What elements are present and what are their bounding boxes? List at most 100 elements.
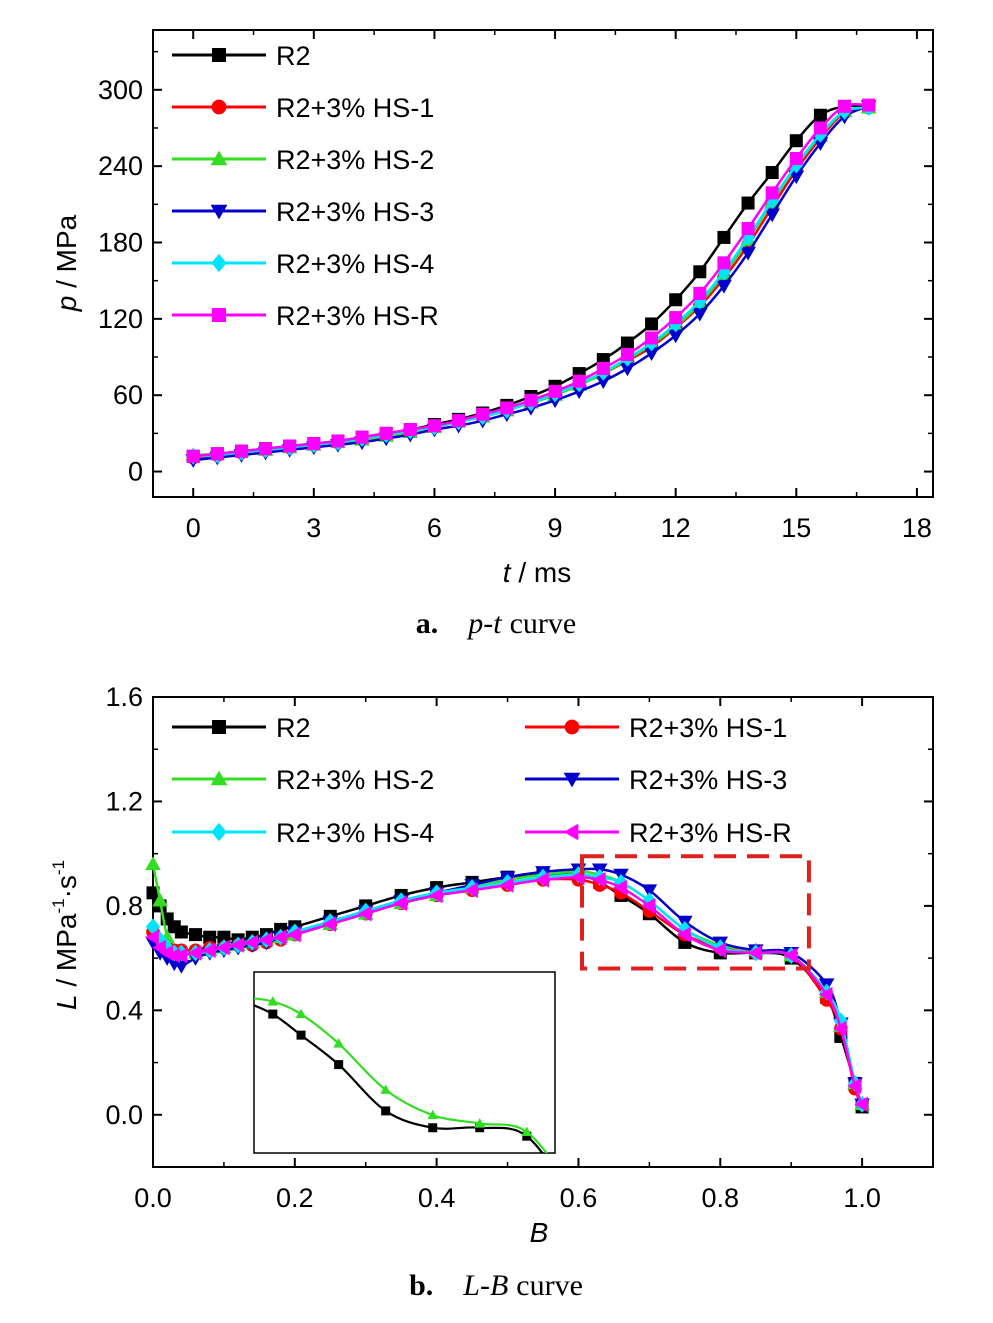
panel-a-point-R2 [741,196,755,210]
panel-b-legend: R2 R2+3% HS-1 R2+3% HS-2 R2+3% HS-3 R2+3% HS… [172,713,792,848]
panel-a-point-HS-R [524,393,538,407]
panel-b-y-tick-label: 0.8 [105,891,143,921]
panel-a-point-HS-R [452,414,466,428]
panel-b-point-HS-R [499,877,514,893]
panel-a-legend-marker-R2 [212,48,226,62]
panel-b-legend-marker-HS-2 [210,770,228,786]
panel-a-point-HS-3 [619,362,636,377]
panel-b-point-HS-R [187,945,202,961]
panel-a-legend: R2 R2+3% HS-1 R2+3% HS-2 R2+3% HS-3 R2+3% HS… [172,41,439,331]
panel-b-point-HS-R [166,947,181,964]
panel-b-y-axis-label: L / MPa-1·s-1 [49,860,82,1010]
panel-a-point-HS-R [789,152,803,166]
panel-b-point-R2 [146,886,160,900]
panel-a-x-axis-label: t / ms [503,557,571,588]
panel-a-legend-marker-HS-4 [211,253,227,273]
panel-b-inset-point-HS-2 [427,1109,439,1120]
panel-a-legend-label-HS-4: R2+3% HS-4 [276,249,434,279]
panel-a-point-HS-3 [692,307,708,322]
panel-a-point-HS-R [283,439,297,453]
panel-b-inset-point-HS-2 [380,1084,392,1094]
panel-a-point-HS-R [500,401,514,415]
panel-a-point-HS-R [427,419,441,433]
panel-b-point-HS-R [535,871,549,888]
panel-a-x-tick-label: 3 [306,513,321,543]
panel-b-point-HS-4 [145,918,161,936]
panel-b-inset-point-HS-2 [474,1118,486,1128]
panel-b-point-HS-R [244,934,259,951]
panel-b-y-axis-label-exponent: -1 [49,860,68,875]
panel-b-point-HS-3 [641,884,658,899]
panel-a-point-HS-R [355,430,369,444]
panel-b-inset-point-R2 [240,997,249,1006]
panel-b-point-HS-4 [833,1012,848,1030]
panel-a-x-tick-label: 9 [548,513,563,543]
panel-b-point-HS-R [747,945,762,961]
panel-b-point-R2 [217,930,231,944]
panel-a-plot-frame [152,29,934,498]
panel-a-legend-label-HS-2: R2+3% HS-2 [276,145,434,175]
panel-b-point-HS-R [216,939,230,956]
panel-b-point-HS-R [712,942,727,959]
panel-b-point-HS-2 [145,856,161,870]
panel-b-point-HS-R [591,871,606,888]
panel-b-point-HS-R [173,947,188,964]
panel-b-y-tick-label: 0.4 [105,995,143,1025]
panel-b-point-HS-R [258,932,273,948]
panel-b-ticks: 0.0 0.2 0.4 0.6 0.8 1.0 0.0 0.4 0.8 1.2 1.6 [105,682,933,1213]
panel-b-inset-point-HS-2 [333,1038,345,1048]
panel-b-x-tick-label: 0.2 [276,1183,314,1213]
panel-b-inset-point-R2 [475,1123,485,1133]
panel-b-inset-point-HS-2 [267,996,279,1006]
panel-b-legend-label-HS-R: R2+3% HS-R [629,818,792,848]
panel-b-legend-label-HS-1: R2+3% HS-1 [629,713,787,743]
panel-a-point-HS-R [403,423,417,437]
panel-a-x-tick-label: 12 [661,513,691,543]
panel-b-legend-marker-HS-4 [211,822,227,842]
panel-a-legend-label-HS-1: R2+3% HS-1 [276,93,434,123]
panel-b-x-axis-label: B [530,1217,549,1248]
panel-b-inset-point-R2 [381,1106,391,1116]
panel-a-x-tick-label: 18 [902,513,932,543]
panel-b-series [145,856,870,1114]
panel-a-caption: a. p-t curve [416,607,576,640]
panel-a-legend-label-HS-3: R2+3% HS-3 [276,197,434,227]
panel-a-point-HS-3 [764,208,780,223]
panel-b-legend-label-R2: R2 [276,713,311,743]
panel-b-zoom-box [580,854,811,971]
panel-b-legend-marker-R2 [212,720,226,734]
panel-a-point-HS-R [186,449,200,463]
panel-b-inset-point-R2 [428,1123,438,1133]
panel-a-point-HS-R [259,442,273,456]
panel-a-legend-marker-HS-2 [210,150,228,166]
panel-a-point-HS-R [645,331,659,345]
panel-a-point-HS-R [379,426,393,440]
panel-b-x-tick-label: 1.0 [843,1183,881,1213]
panel-a-legend-marker-HS-1 [211,99,227,115]
panel-b-inset-point-HS-2 [295,1008,307,1019]
panel-b-inset-point-R2 [334,1060,344,1070]
panel-b-y-tick-label: 1.2 [105,786,143,816]
panel-b-inset-point-HS-2 [239,992,250,1001]
panel-a-point-HS-R [596,361,610,375]
panel-b-point-HS-R [847,1078,861,1094]
panel-b-point-HS-R [322,916,337,932]
panel-a-legend-label-R2: R2 [276,41,311,71]
panel-a-point-HS-R [210,447,224,461]
panel-b-point-HS-R [201,942,216,959]
panel-b-point-HS-R [677,926,691,943]
panel-a-y-tick-label: 0 [128,457,143,487]
panel-a-point-R2 [765,166,779,180]
panel-a-point-R2 [645,317,659,331]
panel-b-point-HS-R [428,887,443,904]
panel-b-legend-marker-HS-1 [564,719,580,735]
panel-b-point-HS-R [464,882,478,899]
panel-a-point-HS-R [548,384,562,398]
panel-a-point-R2 [620,336,634,350]
panel-b-inset [239,971,556,1154]
panel-a-series [185,98,877,468]
panel-a-y-tick-label: 300 [98,75,143,105]
panel-a-point-HS-R [862,98,876,112]
